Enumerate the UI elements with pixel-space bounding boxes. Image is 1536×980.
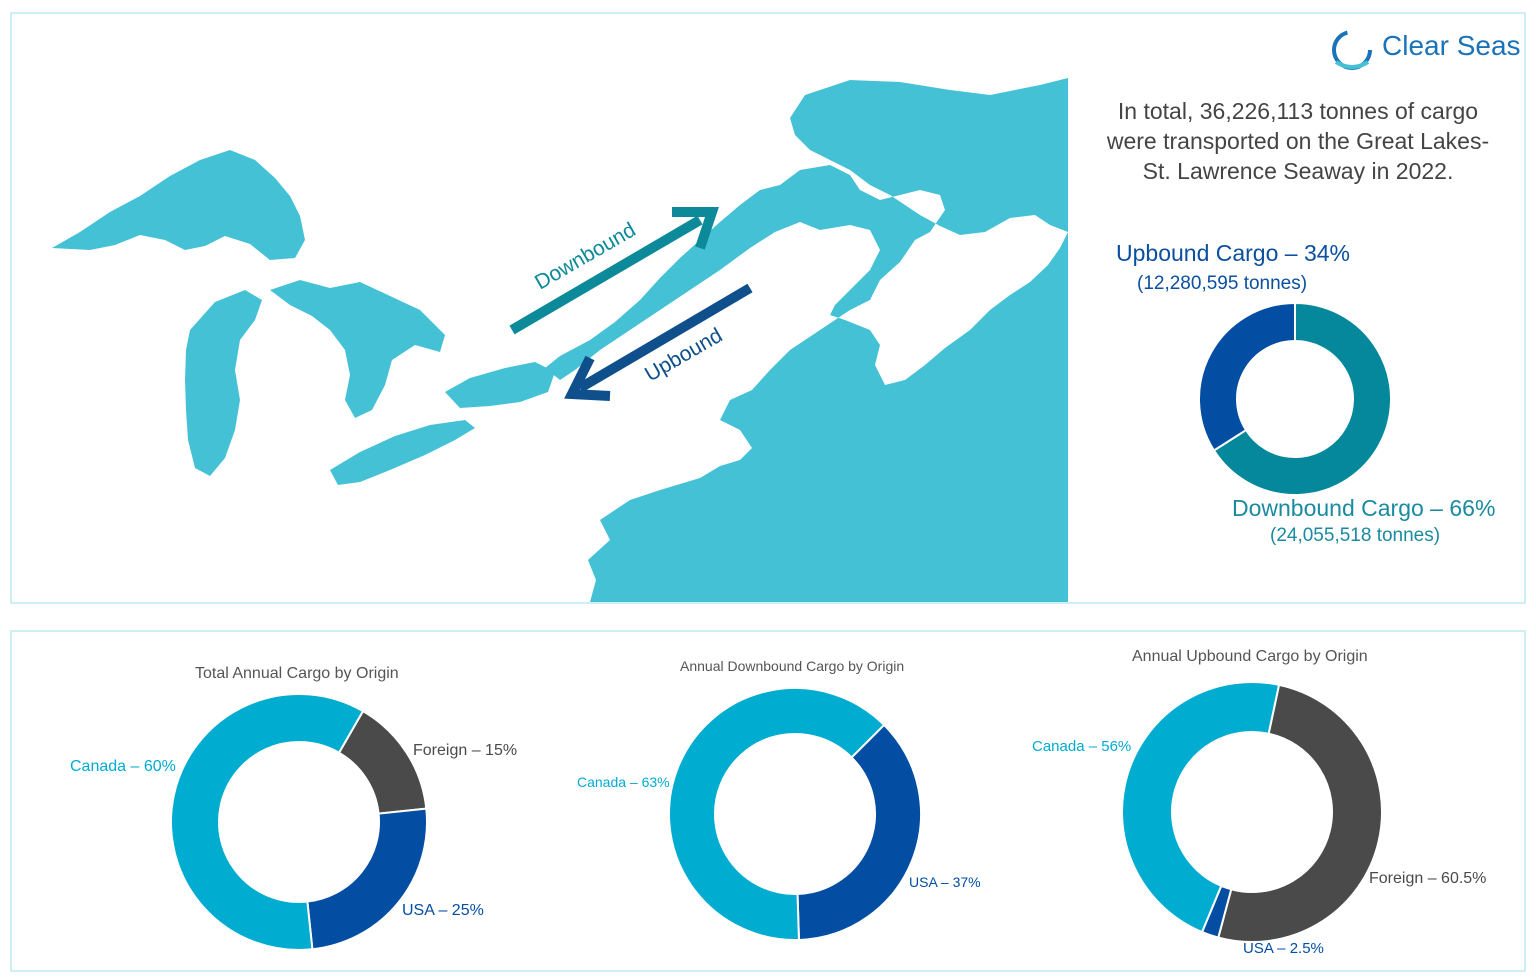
down-slice-canada: [668, 687, 886, 941]
downbound-cargo-tonnes: (24,055,518 tonnes): [1270, 525, 1441, 546]
logo-wordmark: Clear Seas: [1382, 30, 1521, 61]
down-slice-usa: [796, 723, 922, 941]
downbound-cargo-label: Downbound Cargo – 66%: [1232, 495, 1496, 521]
summary-line-2: were transported on the Great Lakes-: [1106, 128, 1490, 154]
total-foreign-label: Foreign – 15%: [413, 742, 518, 759]
up-slice-foreign: [1217, 683, 1383, 943]
upbound-arrow: [564, 283, 753, 401]
upbound-cargo-label: Upbound Cargo – 34%: [1116, 240, 1350, 266]
total-slice-usa: [306, 807, 428, 951]
lake-ontario-shape: [445, 362, 555, 408]
total-chart-title: Total Annual Cargo by Origin: [195, 665, 399, 682]
down-canada-label: Canada – 63%: [577, 774, 670, 790]
total-usa-label: USA – 25%: [402, 902, 484, 919]
upbound-chart-title: Annual Upbound Cargo by Origin: [1132, 648, 1368, 665]
direction-slice-upbound-cargo: [1198, 301, 1296, 452]
up-usa-label: USA – 2.5%: [1243, 940, 1324, 957]
atlantic-ocean-shape: [545, 78, 1068, 602]
up-foreign-label: Foreign – 60.5%: [1369, 870, 1487, 887]
upbound-cargo-tonnes: (12,280,595 tonnes): [1137, 273, 1308, 294]
lake-huron-shape: [270, 280, 445, 418]
summary-line-3: St. Lawrence Seaway in 2022.: [1142, 158, 1454, 184]
direction-slice-downbound-cargo: [1212, 301, 1392, 496]
up-canada-label: Canada – 56%: [1032, 738, 1132, 755]
up-slice-canada: [1121, 681, 1281, 934]
summary-line-1: In total, 36,226,113 tonnes of cargo: [1117, 98, 1479, 124]
lake-michigan-shape: [185, 290, 262, 476]
downbound-chart-title: Annual Downbound Cargo by Origin: [680, 658, 905, 674]
total-slice-canada: [170, 693, 365, 951]
downbound-arrow: [509, 207, 719, 335]
clearseas-logo: [1332, 30, 1372, 70]
lake-erie-shape: [330, 420, 475, 485]
down-usa-label: USA – 37%: [909, 874, 981, 890]
total-canada-label: Canada – 60%: [70, 758, 176, 775]
lake-superior-shape: [52, 150, 305, 260]
summary-text: In total, 36,226,113 tonnes of cargo wer…: [1088, 96, 1508, 186]
